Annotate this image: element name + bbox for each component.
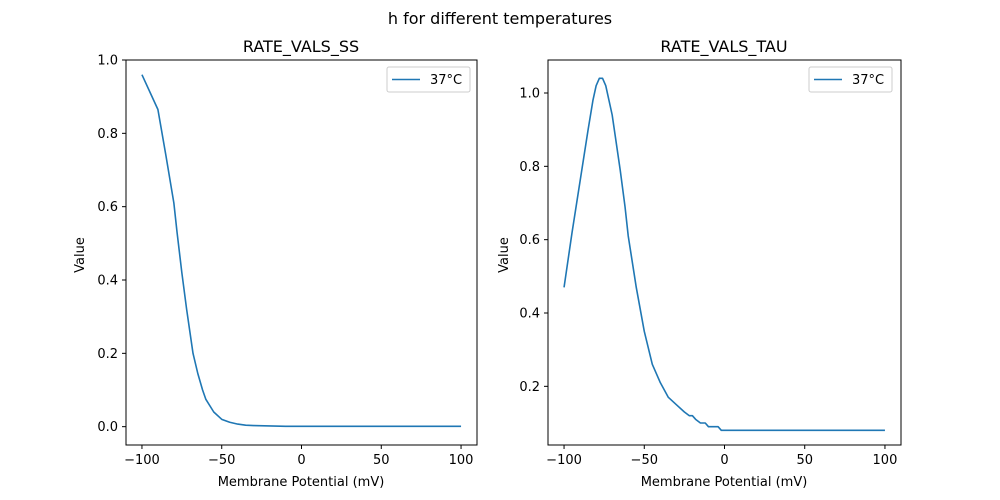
- x-tick-label-ss-3: 50: [373, 453, 390, 468]
- legend-label-tau: 37°C: [852, 73, 884, 88]
- figure-suptitle: h for different temperatures: [388, 9, 612, 28]
- x-tick-label-ss-1: −50: [208, 453, 235, 468]
- axis-ticks-ss: −100 −50 0 50 100 0.0 0.2 0.4 0.6 0.8 1.0: [97, 54, 473, 469]
- x-tick-label-tau-3: 50: [796, 453, 813, 468]
- x-tick-label-tau-2: 0: [720, 453, 728, 468]
- x-tick-label-ss-2: 0: [297, 453, 305, 468]
- series-line-ss-0: [141, 74, 462, 428]
- y-tick-label-ss-4: 0.8: [97, 127, 118, 142]
- y-axis-label-ss: Value: [73, 237, 88, 273]
- y-tick-label-ss-5: 1.0: [97, 54, 118, 69]
- chart-panel-tau: RATE_VALS_TAU Membrane Potential (mV) Va…: [497, 37, 902, 490]
- x-tick-label-tau-0: −100: [546, 453, 582, 468]
- legend-box-tau: [808, 66, 893, 93]
- axes-frame-tau: [547, 59, 902, 446]
- x-tick-label-ss-0: −100: [124, 453, 160, 468]
- y-tick-label-tau-4: 1.0: [519, 87, 540, 102]
- legend-tau: 37°C: [808, 66, 893, 93]
- axes-frame-ss: [125, 59, 478, 446]
- x-tick-label-ss-4: 100: [449, 453, 474, 468]
- y-tick-label-tau-3: 0.8: [519, 160, 540, 175]
- x-tick-label-tau-1: −50: [631, 453, 658, 468]
- y-tick-label-ss-0: 0.0: [97, 420, 118, 435]
- legend-ss: 37°C: [386, 66, 471, 93]
- legend-label-ss: 37°C: [430, 73, 462, 88]
- x-axis-label-tau: Membrane Potential (mV): [641, 475, 808, 490]
- chart-title-ss: RATE_VALS_SS: [243, 37, 359, 57]
- y-tick-label-tau-0: 0.2: [519, 380, 540, 395]
- chart-panel-ss: RATE_VALS_SS Membrane Potential (mV) Val…: [73, 37, 478, 490]
- chart-title-tau: RATE_VALS_TAU: [660, 37, 787, 57]
- series-line-tau-0: [563, 77, 885, 432]
- legend-box-ss: [386, 66, 471, 93]
- y-tick-label-ss-2: 0.4: [97, 274, 118, 289]
- axis-ticks-tau: −100 −50 0 50 100 0.2 0.4 0.6 0.8 1.0: [519, 87, 897, 469]
- x-tick-label-tau-4: 100: [873, 453, 898, 468]
- plot-area-tau: [563, 77, 885, 432]
- plot-area-ss: [141, 74, 462, 428]
- x-axis-label-ss: Membrane Potential (mV): [218, 475, 385, 490]
- y-tick-label-tau-2: 0.6: [519, 233, 540, 248]
- y-axis-label-tau: Value: [497, 237, 512, 273]
- y-tick-label-ss-1: 0.2: [97, 347, 118, 362]
- y-tick-label-tau-1: 0.4: [519, 307, 540, 322]
- y-tick-label-ss-3: 0.6: [97, 200, 118, 215]
